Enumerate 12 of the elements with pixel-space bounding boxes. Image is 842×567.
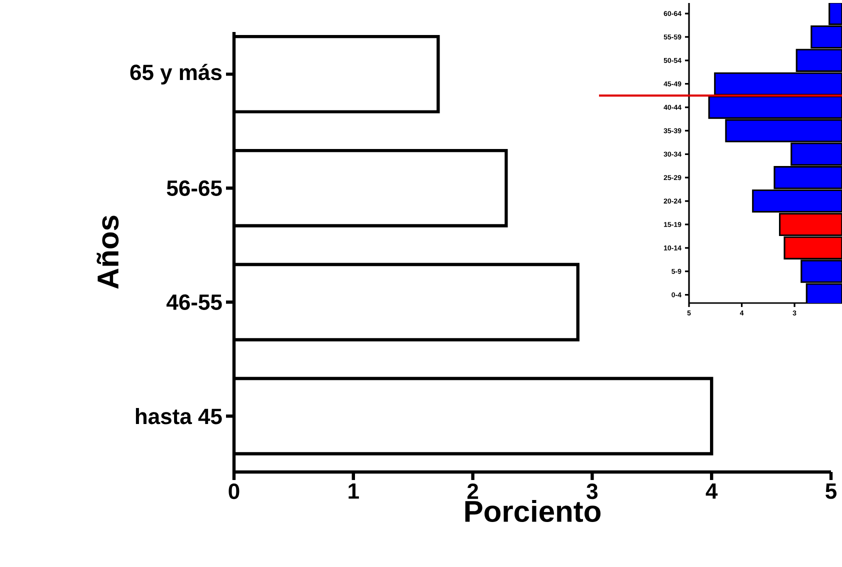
x-tick-label: 1 bbox=[348, 484, 359, 499]
y-axis-title: Años bbox=[96, 216, 119, 289]
y-tick-label: 65 y más bbox=[130, 64, 222, 85]
x-tick-label: 4 bbox=[706, 484, 718, 499]
y-tick-label: 46-55 bbox=[166, 294, 222, 310]
x-tick-label: 2 bbox=[467, 484, 478, 499]
x-tick-label: 3 bbox=[586, 484, 598, 500]
y-tick-label: hasta 45 bbox=[136, 408, 222, 424]
x-axis-title: Porciento bbox=[465, 500, 601, 522]
x-tick-label: 0 bbox=[228, 484, 240, 500]
x-tick-label: 5 bbox=[826, 484, 837, 499]
y-tick-label: 56-65 bbox=[166, 180, 222, 196]
